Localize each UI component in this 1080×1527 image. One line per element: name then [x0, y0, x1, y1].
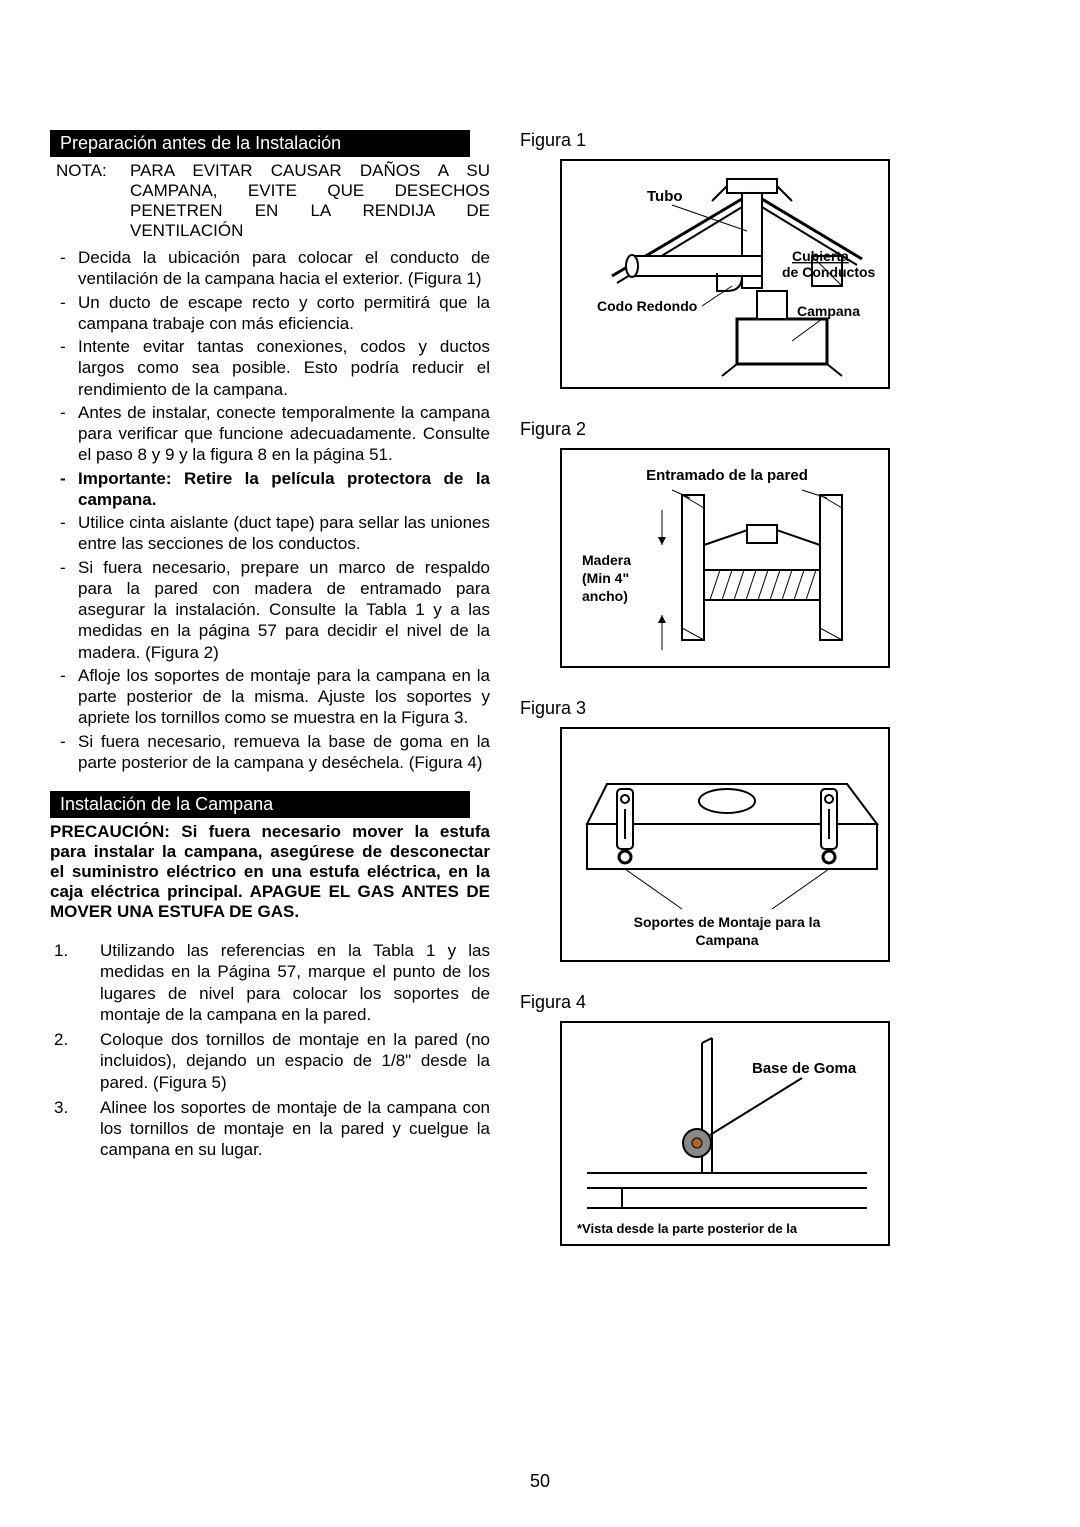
note-block: NOTA: PARA EVITAR CAUSAR DAÑOS A SU CAMP… — [50, 161, 490, 241]
figure4-box: Base de Goma *Vista desde la parte poste… — [560, 1021, 890, 1246]
prep-bullet-list: Decida la ubicación para colocar el cond… — [50, 247, 490, 773]
list-item: Antes de instalar, conecte temporalmente… — [78, 402, 490, 466]
step-text: Alinee los soportes de montaje de la cam… — [100, 1098, 490, 1160]
list-item: Un ducto de escape recto y corto permiti… — [78, 292, 490, 335]
section-heading-prep: Preparación antes de la Instalación — [50, 130, 470, 157]
figure4-label: Figura 4 — [520, 992, 980, 1013]
list-item: Utilice cinta aislante (duct tape) para … — [78, 512, 490, 555]
figure4-base-label: Base de Goma — [752, 1060, 857, 1077]
figure3-box: Soportes de Montaje para la Campana — [560, 727, 890, 962]
figure1-conductos-label: de Conductos — [782, 264, 876, 280]
page-number: 50 — [0, 1471, 1080, 1492]
step-item: 3.Alinee los soportes de montaje de la c… — [100, 1097, 490, 1161]
figure3-svg: Soportes de Montaje para la Campana — [562, 729, 892, 964]
section-heading-install: Instalación de la Campana — [50, 791, 470, 818]
page: Preparación antes de la Instalación NOTA… — [0, 0, 1080, 1527]
left-column: Preparación antes de la Instalación NOTA… — [50, 130, 490, 1276]
figure1-label: Figura 1 — [520, 130, 980, 151]
right-column: Figura 1 — [520, 130, 980, 1276]
figure2-madera-label1: Madera — [582, 552, 631, 568]
list-item: Decida la ubicación para colocar el cond… — [78, 247, 490, 290]
figure3-soportes-label2: Campana — [695, 932, 758, 948]
figure2-box: Entramado de la pared — [560, 448, 890, 668]
note-text: PARA EVITAR CAUSAR DAÑOS A SU CAMPANA, E… — [130, 161, 490, 240]
figure1-box: Tubo Cubierta de Conductos Codo Redondo … — [560, 159, 890, 389]
step-text: Utilizando las referencias en la Tabla 1… — [100, 941, 490, 1024]
step-text: Coloque dos tornillos de montaje en la p… — [100, 1030, 490, 1092]
two-columns: Preparación antes de la Instalación NOTA… — [50, 130, 1030, 1276]
list-item: Afloje los soportes de montaje para la c… — [78, 665, 490, 729]
figure3-soportes-label1: Soportes de Montaje para la — [634, 914, 821, 930]
figure2-madera-label2: (Min 4" — [582, 570, 629, 586]
figure4-svg: Base de Goma *Vista desde la parte poste… — [562, 1023, 892, 1248]
note-label: NOTA: — [56, 161, 107, 181]
figure1-codo-label: Codo Redondo — [597, 298, 697, 314]
figure4-vista-label: *Vista desde la parte posterior de la — [577, 1221, 798, 1236]
list-item: Si fuera necesario, remueva la base de g… — [78, 731, 490, 774]
figure3-label: Figura 3 — [520, 698, 980, 719]
figure1-svg: Tubo Cubierta de Conductos Codo Redondo … — [562, 161, 892, 391]
caution-text: PRECAUCIÓN: Si fuera necesario mover la … — [50, 822, 490, 922]
step-item: 1.Utilizando las referencias en la Tabla… — [100, 940, 490, 1025]
figure2-entramado-label: Entramado de la pared — [646, 467, 808, 484]
figure2-madera-label3: ancho) — [582, 588, 628, 604]
step-item: 2.Coloque dos tornillos de montaje en la… — [100, 1029, 490, 1093]
list-item-important: Importante: Retire la película protector… — [78, 468, 490, 511]
figure2-label: Figura 2 — [520, 419, 980, 440]
figure2-svg: Entramado de la pared — [562, 450, 892, 670]
list-item: Intente evitar tantas conexiones, codos … — [78, 336, 490, 400]
figure1-cubierta-label: Cubierta — [792, 248, 849, 264]
figure1-tubo-label: Tubo — [647, 188, 683, 205]
list-item: Si fuera necesario, prepare un marco de … — [78, 557, 490, 663]
figure1-campana-label: Campana — [797, 303, 860, 319]
install-steps: 1.Utilizando las referencias en la Tabla… — [50, 940, 490, 1161]
